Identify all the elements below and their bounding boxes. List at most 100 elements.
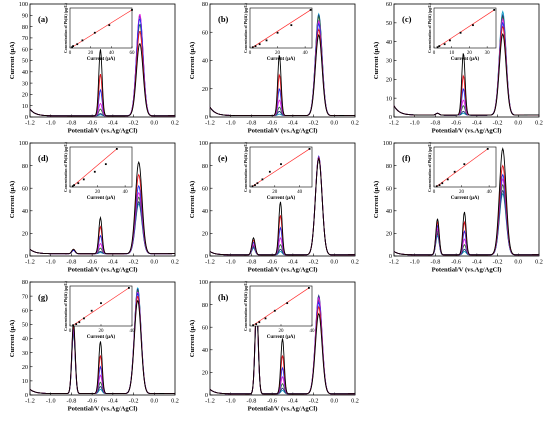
- inset-data-point: [463, 163, 466, 166]
- y-axis-label: Current (μA): [9, 320, 16, 358]
- inset-x-tick-label: 20: [275, 51, 281, 56]
- x-tick-label: 0.2: [535, 259, 543, 266]
- y-axis-label: Current (μA): [373, 181, 380, 219]
- inset-x-tick-label: 0: [249, 51, 252, 56]
- inset-data-point: [459, 31, 462, 34]
- x-tick-label: -0.8: [247, 398, 257, 405]
- x-tick-label: -0.2: [309, 398, 319, 405]
- y-tick-label: 20: [202, 370, 208, 377]
- inset-data-point: [255, 323, 258, 325]
- x-tick-label: 0.0: [150, 259, 158, 266]
- inset-data-point: [276, 31, 279, 34]
- x-tick-label: -0.2: [129, 398, 139, 405]
- y-tick-label: 60: [202, 29, 208, 36]
- inset-x-axis-label: Current (μA): [267, 57, 296, 62]
- x-tick-label: -0.2: [493, 120, 503, 127]
- chart-panel-8: -1.2 -1.0 -0.8 -0.6 -0.4 -0.2 0.0 0.2 0 20 40 60 80 1…: [189, 279, 359, 412]
- x-tick-label: -0.6: [87, 120, 97, 127]
- y-tick-label: 40: [22, 208, 28, 215]
- inset-data-point: [252, 324, 254, 327]
- x-tick-label: -1.2: [25, 398, 35, 405]
- inset-data-point: [82, 178, 85, 181]
- inset-x-tick-label: 0: [433, 51, 436, 56]
- inset-data-point: [77, 182, 80, 185]
- inset-y-axis-label: Concentration of Pb(Ⅱ) (μg/L): [244, 2, 248, 52]
- x-tick-label: -0.8: [431, 120, 441, 127]
- x-tick-label: 0.2: [171, 398, 179, 405]
- x-tick-label: -1.2: [205, 120, 215, 127]
- inset-x-axis-label: Current (μA): [451, 57, 480, 62]
- y-tick-label: 40: [386, 208, 392, 215]
- x-tick-label: -1.2: [389, 120, 399, 127]
- chart-panel-3: -1.2 -1.0 -0.8 -0.6 -0.4 -0.2 0.0 0.2 0 10 20 30 40 5…: [373, 1, 543, 134]
- y-tick-label: 100: [19, 140, 28, 147]
- y-axis-label: Current (μA): [9, 42, 16, 80]
- panel-label: (f): [402, 153, 411, 163]
- inset-data-point: [73, 184, 76, 186]
- x-tick-label: -0.8: [67, 259, 77, 266]
- inset-y-axis-label: Concentration of Pb(Ⅱ) (μg/L): [64, 141, 68, 191]
- x-tick-label: -0.4: [288, 120, 298, 127]
- x-tick-label: -0.4: [108, 259, 118, 266]
- series-line-1: [209, 305, 355, 395]
- inset-x-tick-label: 40: [303, 51, 309, 56]
- x-tick-label: -0.6: [451, 120, 461, 127]
- inset-data-point: [438, 184, 441, 186]
- inset-data-point: [290, 24, 293, 27]
- y-axis-label: Current (μA): [189, 42, 196, 80]
- y-tick-label: 30: [22, 350, 28, 357]
- y-tick-label: 20: [202, 86, 208, 93]
- x-tick-label: -1.2: [205, 398, 215, 405]
- y-axis-label: Current (μA): [373, 42, 380, 80]
- panel-label: (g): [38, 292, 48, 302]
- inset-x-axis-label: Current (μA): [87, 335, 116, 340]
- x-tick-label: -1.0: [226, 120, 236, 127]
- chart-panel-1: -1.2 -1.0 -0.8 -0.6 -0.4 -0.2 0.0 0.2 0 10 20 30 40 5…: [9, 1, 179, 134]
- x-tick-label: -1.2: [25, 120, 35, 127]
- x-tick-label: -0.8: [247, 259, 257, 266]
- x-tick-label: -0.4: [108, 398, 118, 405]
- series-line-1: [209, 33, 356, 117]
- y-tick-label: 40: [22, 336, 28, 343]
- inset-data-point: [443, 43, 446, 46]
- x-tick-label: -1.2: [205, 259, 215, 266]
- y-tick-label: 100: [19, 1, 28, 8]
- x-axis-label: Potential/V (vs.Ag/AgCl): [248, 267, 318, 274]
- x-axis-label: Potential/V (vs.Ag/AgCl): [432, 128, 502, 135]
- inset-data-point: [436, 46, 439, 49]
- inset-data-point: [441, 182, 444, 185]
- calibration-inset: 0 20 40 Current (μA) Concentration of Pb(Ⅱ) …: [428, 141, 497, 201]
- inset-x-axis-label: Current (μA): [267, 335, 296, 340]
- series-line-1: [393, 147, 539, 256]
- inset-data-point: [254, 45, 257, 47]
- series-line-1: [209, 157, 355, 256]
- y-tick-label: 0: [25, 253, 28, 260]
- inset-frame: [433, 7, 497, 49]
- x-axis-label: Potential/V (vs.Ag/AgCl): [68, 406, 138, 413]
- inset-data-point: [108, 24, 111, 27]
- chart-panel-7: -1.2 -1.0 -0.8 -0.6 -0.4 -0.2 0.0 0.2 0 10 20 30 40 5…: [9, 279, 179, 412]
- calibration-inset: 0 20 40 Current (μA) Concentration of Pb(Ⅱ) …: [244, 2, 313, 62]
- inset-data-point: [131, 9, 133, 11]
- y-axis-label: Current (μA): [189, 181, 196, 219]
- inset-data-point: [83, 317, 85, 320]
- inset-data-point: [81, 39, 84, 42]
- y-tick-label: 80: [22, 163, 28, 170]
- inset-frame: [249, 7, 313, 49]
- series-line-1: [29, 43, 175, 117]
- inset-data-point: [438, 45, 441, 47]
- x-tick-label: -0.4: [288, 398, 298, 405]
- inset-fit-line: [252, 287, 310, 326]
- inset-data-point: [261, 178, 264, 181]
- y-tick-label: 70: [22, 293, 28, 300]
- x-tick-label: -0.4: [288, 259, 298, 266]
- inset-data-point: [72, 324, 74, 327]
- y-tick-label: 20: [22, 364, 28, 371]
- y-tick-label: 40: [202, 208, 208, 215]
- inset-data-point: [78, 321, 81, 324]
- y-tick-label: 80: [202, 163, 208, 170]
- x-axis-label: Potential/V (vs.Ag/AgCl): [248, 406, 318, 413]
- x-tick-label: -0.8: [247, 120, 257, 127]
- y-tick-label: 60: [386, 1, 392, 8]
- y-tick-label: 40: [386, 39, 392, 46]
